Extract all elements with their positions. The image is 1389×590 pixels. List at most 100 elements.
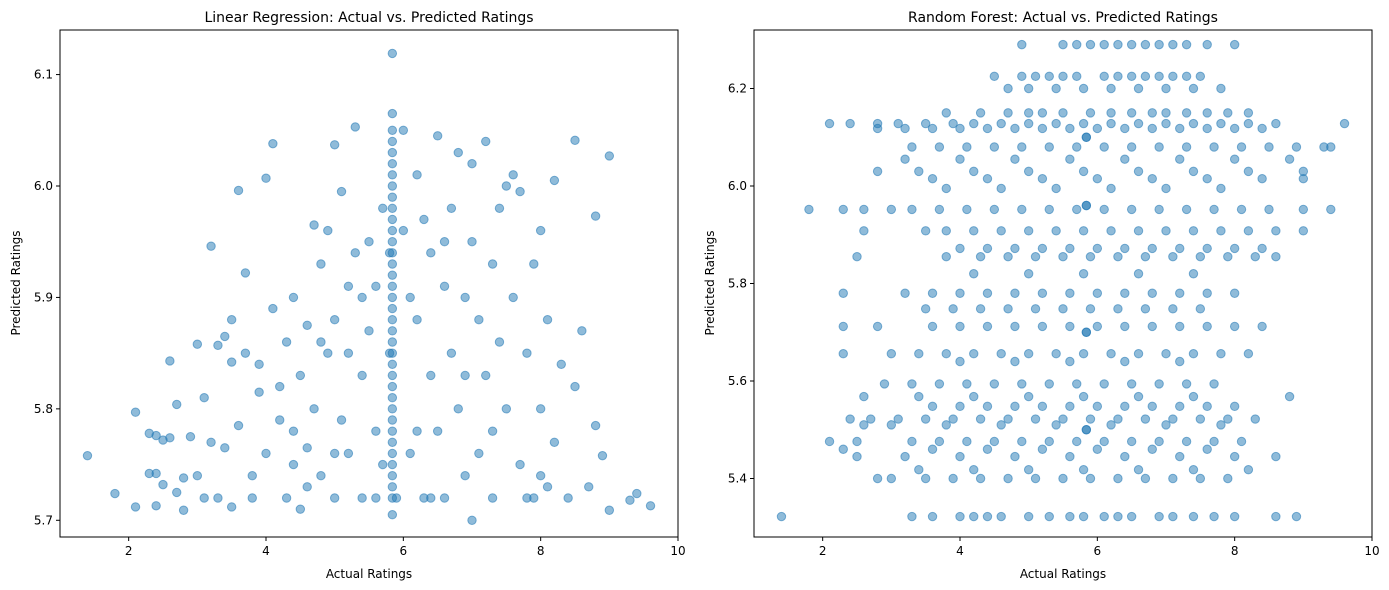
data-point xyxy=(1081,132,1092,142)
data-point xyxy=(1023,226,1034,236)
data-point xyxy=(886,349,897,359)
data-point xyxy=(206,241,216,251)
data-point xyxy=(1243,108,1254,118)
data-point xyxy=(1058,71,1068,82)
data-point xyxy=(233,420,244,431)
data-point xyxy=(364,237,374,247)
data-point xyxy=(487,426,498,436)
data-point xyxy=(1081,327,1092,337)
data-point xyxy=(927,288,938,298)
data-point xyxy=(1023,108,1034,118)
data-point xyxy=(378,203,388,213)
data-point xyxy=(151,468,161,479)
chart-title: Random Forest: Actual vs. Predicted Rati… xyxy=(908,10,1218,26)
data-point xyxy=(1037,108,1048,118)
data-point xyxy=(1175,243,1185,254)
data-point xyxy=(577,326,587,336)
data-point xyxy=(1058,39,1068,50)
data-point xyxy=(1078,166,1089,177)
data-point xyxy=(1195,473,1206,484)
data-point xyxy=(955,451,965,462)
data-point xyxy=(432,426,443,436)
data-point xyxy=(1072,142,1082,152)
data-point xyxy=(1037,401,1048,412)
data-point xyxy=(1044,71,1054,82)
axis-ticks: 2 4 6 8 10 5.4 5.6 5.8 6.0 6.2 xyxy=(728,82,1380,559)
data-point xyxy=(927,123,938,134)
data-point xyxy=(501,181,512,191)
data-point xyxy=(927,173,938,184)
data-point xyxy=(501,404,512,414)
data-point xyxy=(1298,204,1309,215)
data-point xyxy=(1229,154,1240,164)
data-point xyxy=(893,414,903,424)
data-point xyxy=(387,459,398,470)
data-point xyxy=(151,501,161,511)
data-point xyxy=(387,225,398,236)
data-point xyxy=(1085,108,1096,118)
data-point xyxy=(172,487,182,498)
data-point xyxy=(969,226,979,236)
data-point xyxy=(1106,226,1116,236)
data-point xyxy=(1099,436,1109,447)
data-point xyxy=(1264,142,1274,152)
data-point xyxy=(1078,83,1089,94)
data-point xyxy=(387,359,398,369)
data-point xyxy=(982,401,993,412)
data-point xyxy=(151,430,161,441)
data-point xyxy=(1078,118,1089,129)
data-point xyxy=(914,166,924,177)
data-point xyxy=(1257,173,1267,184)
data-point xyxy=(948,414,958,424)
data-point xyxy=(1168,251,1178,262)
data-point xyxy=(1168,473,1178,484)
data-point xyxy=(1209,204,1219,215)
data-point xyxy=(879,379,890,389)
scatter-points xyxy=(776,39,1350,522)
data-point xyxy=(1037,123,1048,134)
data-point xyxy=(962,142,972,152)
data-point xyxy=(1081,425,1092,435)
data-point xyxy=(914,391,924,402)
data-point xyxy=(1003,473,1013,484)
data-point xyxy=(1126,511,1137,522)
data-point xyxy=(1181,379,1192,389)
data-point xyxy=(387,292,398,303)
x-tick-label: 2 xyxy=(819,544,827,558)
data-point xyxy=(460,471,470,481)
data-point xyxy=(1326,204,1336,215)
data-point xyxy=(920,473,931,484)
data-point xyxy=(508,170,518,180)
data-point xyxy=(886,420,897,430)
data-point xyxy=(975,251,986,262)
data-point xyxy=(1154,142,1164,152)
data-point xyxy=(556,359,566,369)
y-tick-label: 5.8 xyxy=(34,402,53,416)
data-point xyxy=(604,151,615,161)
data-point xyxy=(387,237,398,247)
data-point xyxy=(859,420,869,430)
data-point xyxy=(969,269,979,279)
data-point xyxy=(1154,511,1164,522)
data-point xyxy=(302,482,312,492)
data-point xyxy=(494,337,505,347)
data-point xyxy=(316,337,326,347)
data-point xyxy=(1065,401,1075,412)
data-point xyxy=(1058,304,1068,314)
data-point xyxy=(350,248,360,258)
data-point xyxy=(1051,420,1061,430)
data-point xyxy=(1120,321,1130,332)
data-point xyxy=(1271,226,1281,236)
data-point xyxy=(1037,288,1048,298)
x-axis-label: Actual Ratings xyxy=(326,567,412,581)
data-point xyxy=(920,304,931,314)
y-tick-label: 5.7 xyxy=(34,513,53,527)
data-point xyxy=(1113,251,1123,262)
data-point xyxy=(838,321,848,332)
data-point xyxy=(82,450,93,461)
data-point xyxy=(1003,83,1013,94)
data-point xyxy=(1120,123,1130,134)
data-point xyxy=(975,414,986,424)
data-point xyxy=(1106,83,1116,94)
data-point xyxy=(535,471,546,481)
